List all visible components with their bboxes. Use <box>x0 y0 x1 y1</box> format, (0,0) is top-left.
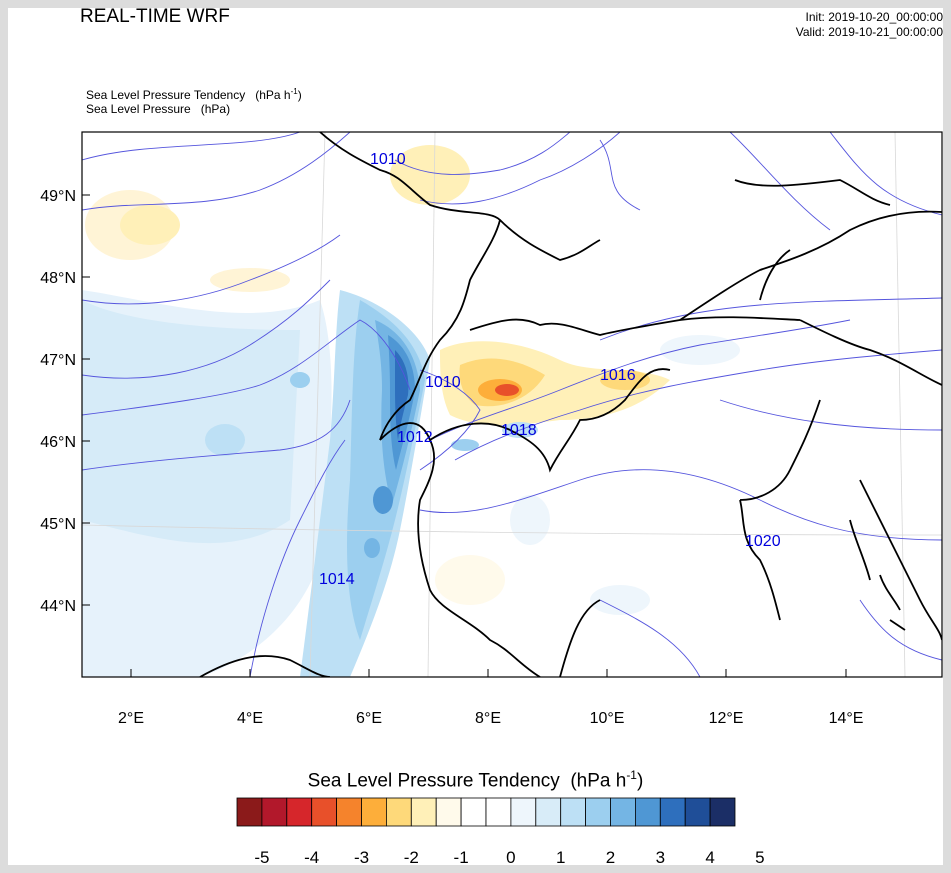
field-units-tendency: (hPa h <box>255 88 291 102</box>
lon-label: 4°E <box>237 710 263 727</box>
colorbar-label: -2 <box>403 848 419 867</box>
figure-title: REAL-TIME WRF <box>80 6 230 27</box>
colorbar-box <box>410 797 437 827</box>
colorbar-box <box>236 797 263 827</box>
colorbar-box <box>286 797 313 827</box>
colorbar-label: -3 <box>353 848 370 867</box>
colorbar-box <box>361 797 387 827</box>
run-times: Init: 2019-10-20_00:00:00 Valid: 2019-10… <box>796 10 943 40</box>
colorbar-box <box>585 797 611 827</box>
colorbar-label: -1 <box>453 848 469 867</box>
field-name-pressure: Sea Level Pressure <box>86 102 191 116</box>
colorbar-box <box>684 797 711 827</box>
lon-label: 10°E <box>590 710 625 727</box>
isobar-label: 1014 <box>319 571 355 588</box>
lon-label: 12°E <box>709 710 744 727</box>
tendency-shading: 1010 1010 1012 1018 1016 1014 1020 <box>82 132 942 677</box>
field-units-pressure: (hPa) <box>200 102 231 116</box>
lon-label: 8°E <box>475 710 501 727</box>
colorbar-label: 3 <box>655 848 666 867</box>
colorbar-box <box>336 797 362 827</box>
lon-label: 14°E <box>829 710 864 727</box>
lat-label: 48°N <box>40 270 76 287</box>
colorbar-units-close: ) <box>636 770 644 792</box>
colorbar-label: 5 <box>755 848 765 867</box>
field-label-tendency: Sea Level Pressure Tendency (hPa h-1) <box>86 87 302 102</box>
lon-labels: 2°E 4°E 6°E 8°E 10°E 12°E 14°E <box>118 710 863 727</box>
colorbar-box <box>635 797 661 827</box>
field-units-tendency-sup: -1 <box>290 87 298 96</box>
colorbar-title-text: Sea Level Pressure Tendency <box>307 770 560 792</box>
lat-label: 45°N <box>40 516 76 533</box>
colorbar-box <box>610 797 636 827</box>
isobar-label: 1012 <box>397 429 433 446</box>
axis-ticks <box>82 194 847 677</box>
colorbar-units: (hPa h <box>570 770 627 792</box>
isobar-label: 1020 <box>745 533 781 550</box>
colorbar-label: -4 <box>304 848 320 867</box>
colorbar-label: 2 <box>605 848 616 867</box>
isobar-labels: 1010 1010 1012 1018 1016 1014 1020 <box>319 151 781 588</box>
map-frame <box>81 131 943 678</box>
field-units-tendency-close: ) <box>297 88 302 102</box>
colorbar-box <box>311 797 338 827</box>
lat-label: 44°N <box>40 598 76 615</box>
isobar-label: 1010 <box>425 374 461 391</box>
colorbar-box <box>460 797 487 827</box>
field-label-pressure: Sea Level Pressure (hPa) <box>86 102 230 116</box>
colorbar-label: 1 <box>555 848 566 867</box>
colorbar-box <box>535 797 562 827</box>
colorbar-box <box>385 797 412 827</box>
lat-label: 47°N <box>40 352 76 369</box>
lat-labels: 49°N 48°N 47°N 46°N 45°N 44°N <box>40 188 76 615</box>
isobar-label: 1018 <box>501 422 537 439</box>
colorbar-title: Sea Level Pressure Tendency (hPa h-1) <box>0 768 951 792</box>
lon-label: 2°E <box>118 710 144 727</box>
colorbar-box <box>261 797 288 827</box>
isobar-label: 1010 <box>370 151 406 168</box>
lat-label: 49°N <box>40 188 76 205</box>
colorbar <box>236 797 736 827</box>
colorbar-box <box>510 797 537 827</box>
init-time: Init: 2019-10-20_00:00:00 <box>805 10 943 24</box>
colorbar-label: -5 <box>254 848 270 867</box>
valid-time: Valid: 2019-10-21_00:00:00 <box>795 25 943 39</box>
colorbar-box <box>485 797 512 827</box>
colorbar-box <box>560 797 587 827</box>
colorbar-box <box>709 797 736 827</box>
colorbar-box <box>435 797 462 827</box>
lon-label: 6°E <box>356 710 382 727</box>
lat-label: 46°N <box>40 434 76 451</box>
colorbar-units-sup: -1 <box>626 768 637 782</box>
colorbar-label: 0 <box>506 848 516 867</box>
colorbar-box <box>659 797 686 827</box>
country-borders <box>199 132 942 677</box>
field-name-tendency: Sea Level Pressure Tendency <box>86 88 246 102</box>
colorbar-label: 4 <box>705 848 715 867</box>
isobars <box>82 132 942 677</box>
isobar-label: 1016 <box>600 367 636 384</box>
